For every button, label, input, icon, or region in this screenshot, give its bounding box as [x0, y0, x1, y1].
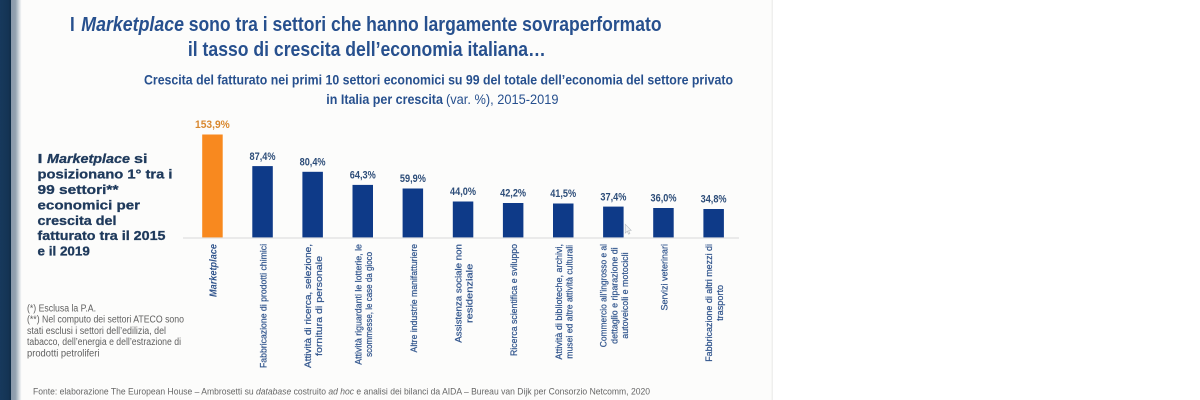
svg-text:37,4%: 37,4%	[600, 191, 626, 203]
svg-text:99 settori**: 99 settori**	[38, 182, 120, 197]
svg-text:fornitura di personale: fornitura di personale	[314, 256, 325, 356]
svg-text:41,5%: 41,5%	[550, 188, 576, 200]
svg-text:87,4%: 87,4%	[250, 151, 276, 163]
svg-text:I: I	[70, 14, 75, 36]
svg-text:Altre industrie manifatturiere: Altre industrie manifatturiere	[409, 244, 420, 353]
svg-text:e il 2019: e il 2019	[38, 244, 90, 259]
svg-text:Marketplace: Marketplace	[81, 14, 184, 36]
svg-text:sono tra i settori che hanno l: sono tra i settori che hanno largamente …	[189, 14, 662, 36]
svg-text:Servizi veterinari: Servizi veterinari	[660, 244, 671, 311]
svg-text:Ricerca scientifica e sviluppo: Ricerca scientifica e sviluppo	[509, 244, 520, 356]
svg-text:(**) Nel computo dei settori A: (**) Nel computo dei settori ATECO sono	[27, 315, 184, 326]
svg-text:64,3%: 64,3%	[350, 170, 376, 182]
svg-text:si: si	[134, 151, 148, 166]
svg-text:(var. %), 2015-2019: (var. %), 2015-2019	[446, 92, 559, 107]
svg-text:I: I	[38, 151, 43, 166]
svg-text:posizionano 1° tra i: posizionano 1° tra i	[38, 167, 173, 182]
svg-text:dettaglio e riparazione di: dettaglio e riparazione di	[609, 247, 620, 344]
svg-text:59,9%: 59,9%	[400, 173, 426, 185]
svg-text:Fabbricazione di prodotti chim: Fabbricazione di prodotti chimici	[259, 244, 270, 368]
svg-text:34,8%: 34,8%	[701, 194, 727, 206]
svg-text:153,9%: 153,9%	[195, 119, 230, 131]
svg-text:Fonte: elaborazione The Europe: Fonte: elaborazione The European House –…	[33, 387, 650, 398]
svg-text:il tasso di crescita dell’econ: il tasso di crescita dell’economia itali…	[188, 39, 546, 61]
svg-text:residenziale: residenziale	[464, 264, 475, 323]
svg-text:Fabbricazione di altri mezzi d: Fabbricazione di altri mezzi di	[704, 244, 715, 362]
svg-text:Assistenza sociale non: Assistenza sociale non	[454, 244, 465, 343]
svg-text:Marketplace: Marketplace	[208, 243, 219, 297]
svg-text:economici per: economici per	[38, 197, 141, 212]
svg-text:(*) Esclusa la P.A.: (*) Esclusa la P.A.	[27, 304, 96, 315]
svg-text:44,0%: 44,0%	[450, 186, 476, 198]
svg-text:Marketplace: Marketplace	[47, 151, 130, 166]
svg-text:crescita del: crescita del	[38, 213, 117, 228]
svg-text:80,4%: 80,4%	[300, 157, 326, 169]
svg-text:trasporto: trasporto	[715, 285, 726, 321]
svg-text:in Italia per crescita: in Italia per crescita	[326, 92, 443, 107]
svg-text:autoveicoli e motocicli: autoveicoli e motocicli	[620, 252, 631, 338]
svg-text:scommesse, le case da gioco: scommesse, le case da gioco	[364, 252, 375, 357]
svg-text:fatturato tra il 2015: fatturato tra il 2015	[38, 228, 166, 243]
svg-text:Commercio all’ingrosso e al: Commercio all’ingrosso e al	[599, 244, 610, 347]
svg-text:musei ed altre attività cultur: musei ed altre attività culturali	[565, 245, 576, 359]
svg-text:Crescita del fatturato nei pri: Crescita del fatturato nei primi 10 sett…	[144, 72, 733, 87]
svg-text:stati esclusi i settori dell’e: stati esclusi i settori dell’edilizia, d…	[27, 326, 166, 337]
svg-text:Attività riguardanti le lotter: Attività riguardanti le lotterie, le	[353, 244, 364, 365]
svg-text:prodotti petroliferi: prodotti petroliferi	[27, 348, 100, 359]
svg-text:36,0%: 36,0%	[651, 193, 677, 205]
svg-text:tabacco, dell’energia e dell’e: tabacco, dell’energia e dell’estrazione …	[27, 337, 181, 348]
svg-text:Attività di ricerca, selezione: Attività di ricerca, selezione,	[303, 244, 314, 368]
svg-text:Attività di biblioteche, archi: Attività di biblioteche, archivi,	[554, 244, 565, 360]
svg-text:42,2%: 42,2%	[500, 188, 526, 200]
